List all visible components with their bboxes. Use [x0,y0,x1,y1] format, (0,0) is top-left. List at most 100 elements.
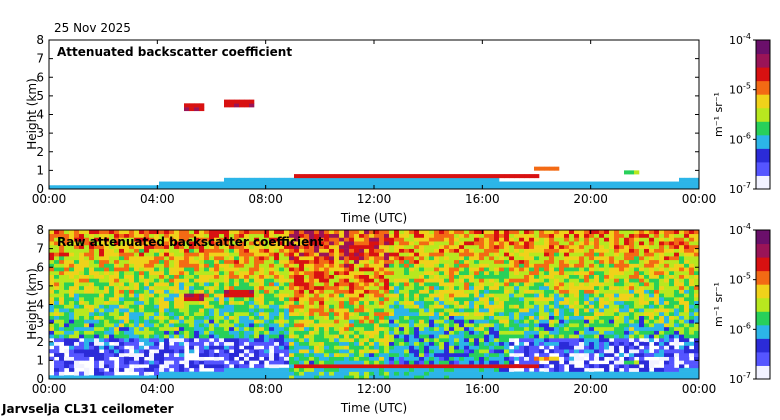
heatmap-cell [249,267,255,272]
heatmap-cell [364,367,370,372]
heatmap-cell [569,282,575,287]
heatmap-cell [109,241,115,246]
heatmap-cell [124,323,130,328]
heatmap-cell [189,311,195,316]
heatmap-cell [439,274,445,279]
heatmap-cell [114,293,120,298]
heatmap-cell [129,315,135,320]
heatmap-cell [189,319,195,324]
heatmap-cell [394,177,400,182]
heatmap-cell [149,375,155,380]
heatmap-cell [234,181,240,186]
heatmap-cell [324,237,330,242]
heatmap-cell [474,185,480,190]
heatmap-cell [414,181,420,186]
heatmap-cell [239,259,245,264]
heatmap-cell [459,181,465,186]
heatmap-cell [94,304,100,309]
heatmap-cell [519,278,525,283]
heatmap-cell [74,334,80,339]
heatmap-cell [444,330,450,335]
heatmap-cell [344,293,350,298]
heatmap-cell [579,311,585,316]
heatmap-cell [329,256,335,261]
heatmap-cell [394,371,400,376]
heatmap-cell [99,326,105,331]
heatmap-cell [609,319,615,324]
heatmap-cell [79,267,85,272]
heatmap-cell [399,230,405,235]
heatmap-cell [179,185,185,190]
heatmap-cell [459,326,465,331]
heatmap-cell [244,308,250,313]
heatmap-cell [59,267,65,272]
heatmap-cell [509,274,515,279]
heatmap-cell [49,244,55,249]
heatmap-cell [389,278,395,283]
heatmap-cell [599,323,605,328]
heatmap-cell [349,334,355,339]
heatmap-cell [549,252,555,257]
heatmap-cell [89,297,95,302]
heatmap-cell [534,364,540,369]
heatmap-cell [99,371,105,376]
heatmap-cell [259,334,265,339]
heatmap-cell [424,263,430,268]
heatmap-cell [429,185,435,190]
heatmap-cell [59,375,65,380]
heatmap-cell [124,364,130,369]
heatmap-cell [204,308,210,313]
heatmap-cell [234,341,240,346]
heatmap-cell [494,259,500,264]
heatmap-cell [549,311,555,316]
heatmap-cell [339,341,345,346]
heatmap-cell [404,289,410,294]
heatmap-cell [284,241,290,246]
heatmap-cell [319,326,325,331]
heatmap-cell [439,341,445,346]
heatmap-cell [174,319,180,324]
heatmap-cell [489,338,495,343]
heatmap-cell [324,270,330,276]
heatmap-cell [74,289,80,294]
heatmap-cell [419,285,425,290]
heatmap-cell [509,311,515,316]
heatmap-cell [359,230,365,235]
heatmap-cell [629,256,635,261]
heatmap-cell [334,174,340,179]
heatmap-cell [519,371,525,376]
heatmap-cell [299,282,305,287]
heatmap-cell [269,304,275,309]
heatmap-cell [294,334,300,339]
heatmap-cell [499,267,505,272]
heatmap-cell [574,341,580,346]
heatmap-cell [354,338,360,343]
heatmap-cell [179,270,185,276]
heatmap-cell [184,230,190,235]
heatmap-cell [524,278,530,283]
heatmap-cell [339,248,345,253]
heatmap-cell [199,338,205,343]
heatmap-cell [514,259,520,264]
heatmap-cell [544,371,550,376]
heatmap-cell [214,300,220,305]
heatmap-cell [589,334,595,339]
heatmap-cell [594,323,600,328]
heatmap-cell [54,252,60,257]
heatmap-cell [169,338,175,343]
heatmap-cell [129,259,135,264]
heatmap-cell [244,259,250,264]
heatmap-cell [159,311,165,316]
heatmap-cell [504,259,510,264]
heatmap-cell [109,323,115,328]
heatmap-cell [224,259,230,264]
heatmap-cell [334,315,340,320]
heatmap-cell [329,367,335,372]
heatmap-cell [374,256,380,261]
heatmap-cells [49,230,700,380]
heatmap-cell [219,267,225,272]
heatmap-cell [594,237,600,242]
heatmap-cell [509,300,515,305]
heatmap-cell [589,367,595,372]
heatmap-cell [399,244,405,249]
